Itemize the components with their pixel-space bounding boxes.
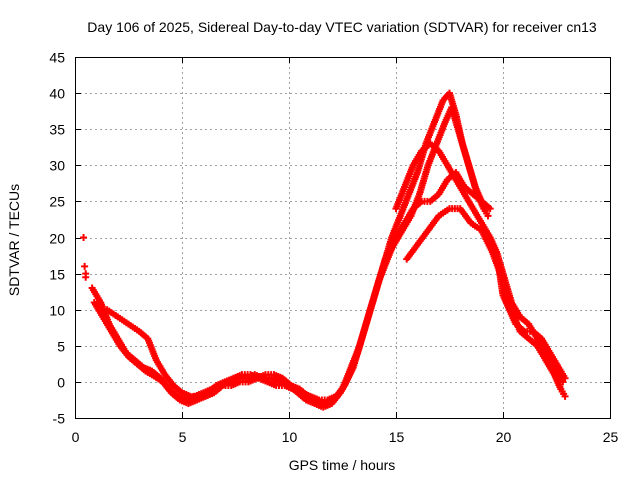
data-point bbox=[561, 374, 569, 382]
data-point bbox=[486, 205, 494, 213]
data-point bbox=[81, 262, 89, 270]
data-point bbox=[484, 212, 492, 220]
y-tick-label: 45 bbox=[49, 50, 65, 66]
x-tick-label: 20 bbox=[496, 429, 512, 445]
chart-title: Day 106 of 2025, Sidereal Day-to-day VTE… bbox=[87, 19, 597, 35]
x-tick-label: 25 bbox=[603, 429, 619, 445]
y-tick-label: 0 bbox=[57, 375, 65, 391]
data-point bbox=[80, 234, 88, 241]
x-axis: 0 5 10 15 20 25 bbox=[72, 57, 619, 445]
data-points bbox=[80, 89, 569, 411]
y-tick-label: 5 bbox=[57, 339, 65, 355]
y-tick-label: 20 bbox=[49, 231, 65, 247]
x-axis-label: GPS time / hours bbox=[289, 457, 396, 473]
data-point bbox=[561, 392, 569, 400]
x-tick-label: 5 bbox=[179, 429, 187, 445]
y-tick-label: 40 bbox=[49, 86, 65, 102]
y-axis-label: SDTVAR / TECUs bbox=[6, 184, 22, 296]
x-tick-label: 10 bbox=[282, 429, 298, 445]
x-tick-label: 15 bbox=[389, 429, 405, 445]
grid bbox=[75, 57, 610, 418]
y-axis: -5 0 5 10 15 20 25 30 35 40 45 bbox=[49, 50, 610, 427]
x-tick-label: 0 bbox=[72, 429, 80, 445]
y-tick-label: 30 bbox=[49, 158, 65, 174]
data-point bbox=[82, 273, 90, 281]
y-tick-label: 15 bbox=[49, 267, 65, 283]
y-tick-label: 25 bbox=[49, 194, 65, 210]
y-tick-label: -5 bbox=[53, 411, 66, 427]
y-tick-label: 10 bbox=[49, 303, 65, 319]
y-tick-label: 35 bbox=[49, 122, 65, 138]
